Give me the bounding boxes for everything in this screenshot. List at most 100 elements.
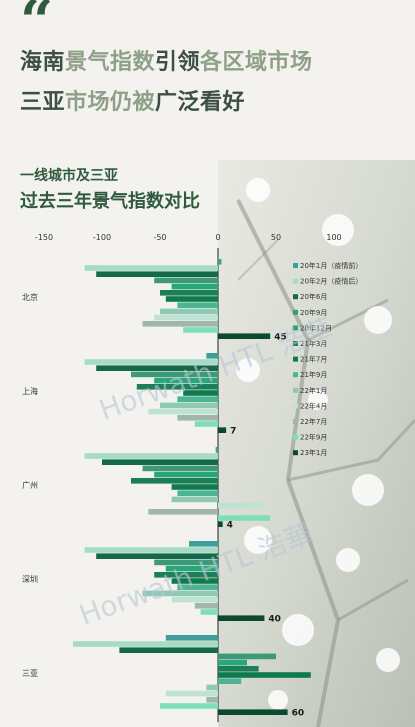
bar [218,521,223,527]
bar [84,265,218,271]
bar [148,509,218,515]
legend-swatch [293,387,298,393]
bar [218,427,227,433]
bar [183,327,218,333]
bar [160,290,218,296]
legend-swatch [293,309,298,315]
bar [218,502,265,509]
bar [160,703,218,709]
bar [218,672,311,678]
chart-subtitle: 一线城市及三亚 [20,168,118,184]
legend-swatch [293,341,298,346]
bar [154,314,218,321]
legend-swatch [293,403,298,409]
bar [177,584,218,590]
x-tick-label: 0 [215,233,220,242]
bar [142,590,218,597]
bar [194,421,218,427]
legend-label: 20年9月 [300,308,327,317]
bar [218,615,265,621]
data-label: 40 [268,615,281,625]
bar [119,647,218,653]
bar [142,465,218,472]
headline-line-1: 海南景气指数引领各区域市场 [20,52,313,74]
line1-segment-0: 海南 [20,50,66,75]
data-label: 4 [227,521,233,531]
bar [218,259,222,265]
bar [218,709,288,715]
line1-segment-3: 各区域市场 [200,50,313,75]
legend-label: 22年4月 [300,401,327,410]
category-label: 深圳 [22,574,38,584]
category-label: 三亚 [22,669,38,678]
legend-swatch [293,263,298,268]
line2-segment-0: 三亚 [20,90,66,115]
bar [154,277,218,284]
bar [96,271,218,277]
bar [73,641,218,647]
line1-segment-1: 景气指数 [65,50,156,75]
bar [215,447,218,453]
legend-swatch [293,294,298,300]
legend-swatch [293,450,298,456]
legend-label: 21年3月 [300,339,327,348]
bar [218,666,259,672]
bar [154,572,218,578]
data-label: 7 [230,427,236,437]
bar [136,384,218,390]
bar [206,353,218,359]
data-label: 45 [274,333,287,343]
line2-segment-1: 市场仍被 [65,90,156,115]
headline-line-1-text: 海南景气指数引领各区域市场 [20,50,313,75]
chart-title: 过去三年景气指数对比 [20,191,200,212]
bar [131,371,218,378]
legend-swatch [293,356,298,362]
quote-mark: “ [20,0,54,55]
bar [177,415,218,421]
legend-label: 20年12月 [300,323,332,332]
bar [160,402,218,409]
bar [165,296,218,302]
legend-label: 20年6月 [300,292,327,301]
line2-segment-2: 广泛看好 [155,90,246,115]
category-label: 上海 [22,386,38,396]
data-label: 60 [292,709,305,719]
bar [96,553,218,559]
bar [148,408,218,415]
x-tick-label: -100 [93,233,111,242]
legend-swatch [293,434,298,440]
bar [84,547,218,553]
legend-label: 22年7月 [300,417,327,426]
legend-label: 20年2月（疫情后） [300,277,362,286]
bar [165,690,218,697]
headline-line-2: 三亚市场仍被广泛看好 [20,92,245,114]
bar [154,559,218,566]
bar [160,308,218,315]
bar [154,471,218,478]
legend-label: 21年7月 [300,355,327,364]
bar [218,678,242,684]
legend-label: 20年1月（疫情前） [300,261,362,270]
bar [177,302,218,308]
bar [218,333,271,339]
x-tick-label: -150 [35,233,53,242]
bar [206,697,218,703]
headline-line-2-text: 三亚市场仍被广泛看好 [20,90,245,115]
legend-label: 23年1月 [300,448,327,457]
category-label: 广州 [22,480,38,490]
bar [131,478,218,484]
bar [206,684,218,691]
bar [171,596,218,603]
bar [96,365,218,371]
bar [142,321,218,327]
bar [194,603,218,609]
bar [200,609,218,615]
x-tick-label: -50 [153,233,166,242]
bar [183,390,218,396]
bar [171,496,218,503]
blossom-photo-background [218,160,415,727]
bar [102,459,218,465]
bar [218,515,271,521]
